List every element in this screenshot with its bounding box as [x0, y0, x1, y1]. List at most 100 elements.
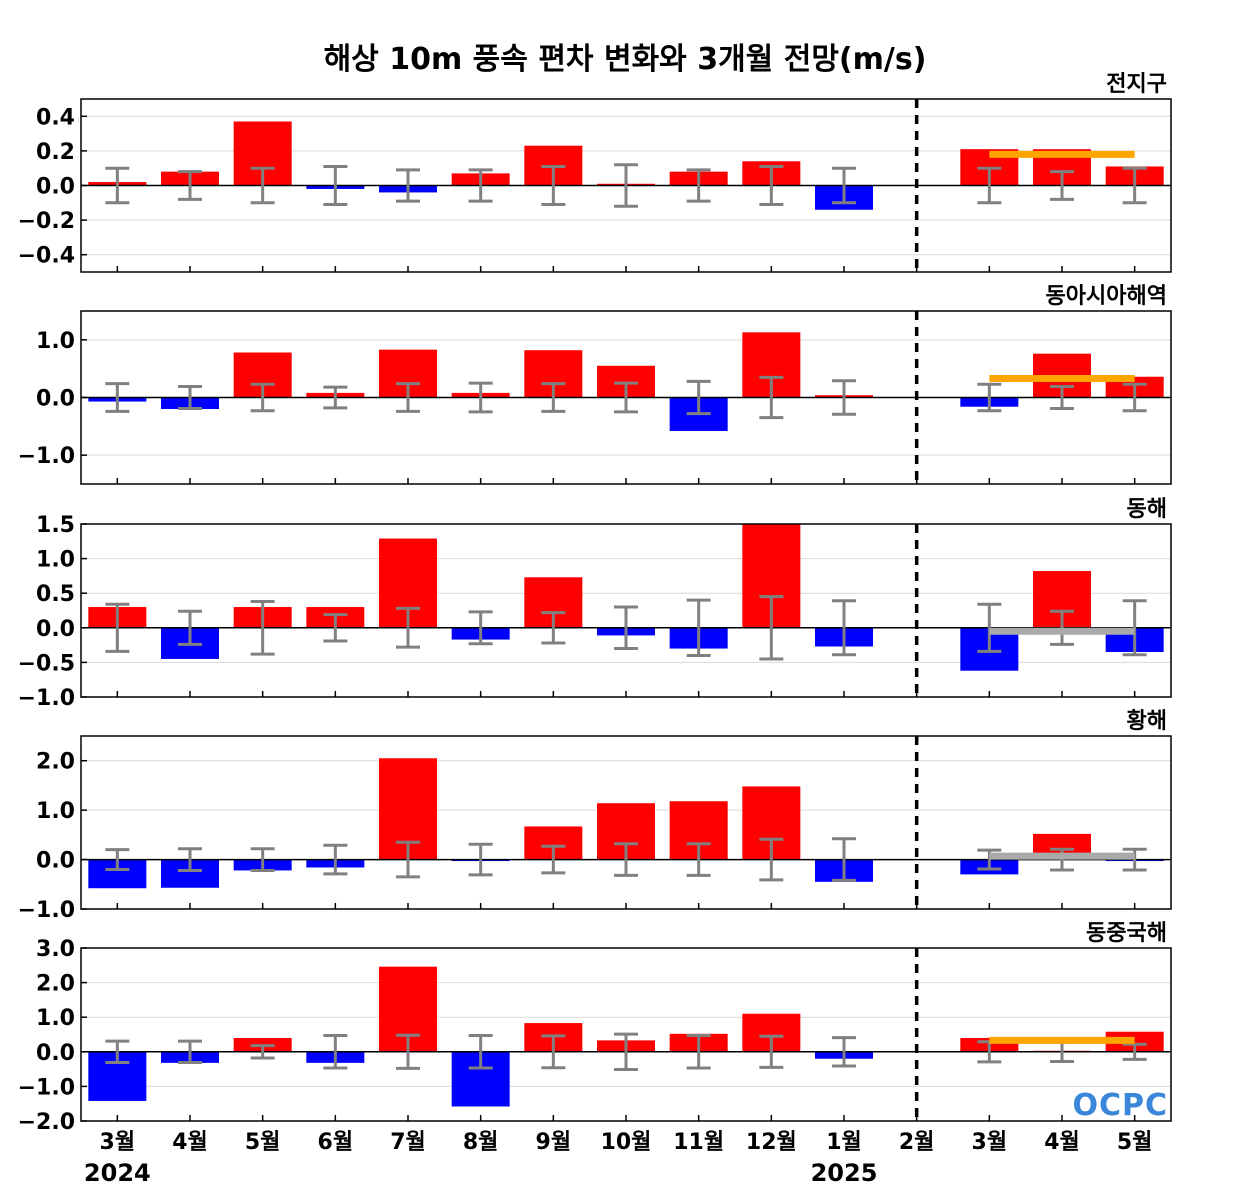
chart-panels: 0.4 0.2 0.0 −0.2 −0.4 전지구 1.0 0.0 −1.0 동아시아해역 1.5 1… — [18, 72, 1172, 1135]
x-tick-label: 12월 — [746, 1130, 797, 1155]
panel-3: 1.5 1.0 0.5 0.0 −0.5 −1.0 동해 — [18, 497, 1172, 711]
year-label: 2024 — [84, 1159, 151, 1187]
error-bar — [759, 837, 784, 882]
panel-title: 동아시아해역 — [1046, 284, 1167, 309]
y-tick-label: −1.0 — [18, 898, 75, 923]
error-bar — [105, 382, 130, 413]
error-bar — [977, 382, 1002, 413]
error-bar — [614, 842, 638, 877]
y-tick-label: −1.0 — [18, 444, 75, 469]
error-bar — [178, 609, 202, 646]
y-tick-label: 2.0 — [36, 972, 75, 997]
error-bar — [105, 1039, 130, 1065]
error-bar — [105, 602, 130, 653]
y-tick-label: −1.0 — [18, 1075, 75, 1100]
y-tick-label: −0.4 — [18, 244, 75, 269]
error-bar — [759, 164, 784, 207]
y-tick-label: −0.2 — [18, 209, 75, 234]
ocpc-logo: OCPC — [1072, 1088, 1168, 1123]
x-tick-label: 11월 — [673, 1130, 724, 1155]
error-bar — [614, 381, 638, 414]
panel-5: 3.0 2.0 1.0 0.0 −1.0 −2.0 동중국해 — [18, 921, 1172, 1135]
error-bar — [686, 1034, 711, 1070]
error-bar — [468, 842, 493, 877]
error-bar — [614, 1032, 638, 1071]
error-bar — [686, 379, 711, 416]
error-bar — [759, 1034, 784, 1069]
error-bar — [832, 599, 856, 657]
error-bar — [832, 837, 856, 882]
error-bar — [396, 382, 420, 413]
y-tick-label: 1.0 — [36, 548, 75, 573]
x-tick-label: 3월 — [972, 1130, 1008, 1155]
y-tick-label: 0.0 — [36, 175, 75, 200]
panel-title: 동중국해 — [1086, 921, 1167, 946]
y-tick-label: 1.0 — [36, 1006, 75, 1031]
y-tick-label: 0.0 — [36, 849, 75, 874]
panel-title: 전지구 — [1106, 72, 1167, 97]
error-bar — [759, 375, 784, 420]
panel-4: 2.0 1.0 0.0 −1.0 황해 — [18, 709, 1172, 923]
x-tick-label: 3월 — [100, 1130, 136, 1155]
error-bar — [468, 381, 493, 414]
error-bar — [977, 166, 1002, 205]
error-bar — [323, 613, 348, 643]
panel-title: 황해 — [1127, 709, 1167, 734]
error-bar — [396, 168, 420, 203]
x-tick-label: 8월 — [463, 1130, 499, 1155]
error-bar — [1122, 166, 1147, 205]
x-tick-label: 4월 — [172, 1130, 208, 1155]
error-bar — [178, 385, 202, 410]
error-bar — [178, 170, 202, 201]
y-tick-label: 0.4 — [36, 105, 75, 130]
error-bar — [105, 848, 130, 871]
error-bar — [323, 1034, 348, 1070]
y-tick-label: 1.0 — [36, 329, 75, 354]
error-bar — [1122, 1042, 1147, 1061]
x-tick-label: 10월 — [601, 1130, 652, 1155]
y-tick-label: 3.0 — [36, 937, 75, 962]
error-bar — [250, 847, 275, 872]
error-bar — [686, 842, 711, 877]
y-tick-label: 0.0 — [36, 1041, 75, 1066]
error-bar — [1122, 382, 1147, 413]
error-bar — [1050, 170, 1074, 201]
error-bar — [832, 166, 856, 205]
panel-1: 0.4 0.2 0.0 −0.2 −0.4 전지구 — [18, 72, 1172, 273]
y-tick-label: 2.0 — [36, 750, 75, 775]
y-tick-label: 0.0 — [36, 387, 75, 412]
error-bar — [541, 844, 566, 875]
error-bar — [1050, 385, 1074, 410]
y-tick-label: 1.5 — [36, 513, 75, 538]
error-bar — [323, 385, 348, 410]
error-bar — [250, 1044, 275, 1060]
error-bar — [686, 598, 711, 657]
error-bar — [541, 611, 566, 645]
error-bar — [541, 382, 566, 413]
y-tick-label: −2.0 — [18, 1110, 75, 1135]
error-bar — [541, 1034, 566, 1070]
error-bar — [614, 163, 638, 208]
error-bar — [178, 847, 202, 872]
error-bar — [396, 840, 420, 879]
y-tick-label: −1.0 — [18, 686, 75, 711]
error-bar — [468, 610, 493, 646]
error-bar — [614, 605, 638, 651]
error-bar — [541, 164, 566, 207]
year-label: 2025 — [811, 1159, 878, 1187]
x-tick-label: 5월 — [245, 1130, 281, 1155]
error-bar — [178, 1039, 202, 1065]
error-bar — [832, 379, 856, 416]
x-tick-label: 9월 — [536, 1130, 572, 1155]
x-axis: 3월 4월 5월 6월 7월 8월 9월 10월 11월 12월 1월 2월 3월 4월 5월 2024 202… — [84, 1130, 1153, 1187]
error-bar — [250, 166, 275, 205]
y-tick-label: 1.0 — [36, 799, 75, 824]
error-bar — [250, 382, 275, 413]
y-tick-label: 0.2 — [36, 140, 75, 165]
error-bar — [468, 1034, 493, 1070]
error-bar — [759, 595, 784, 661]
x-tick-label: 2월 — [899, 1130, 935, 1155]
y-tick-label: 0.5 — [36, 582, 75, 607]
error-bar — [250, 600, 275, 656]
